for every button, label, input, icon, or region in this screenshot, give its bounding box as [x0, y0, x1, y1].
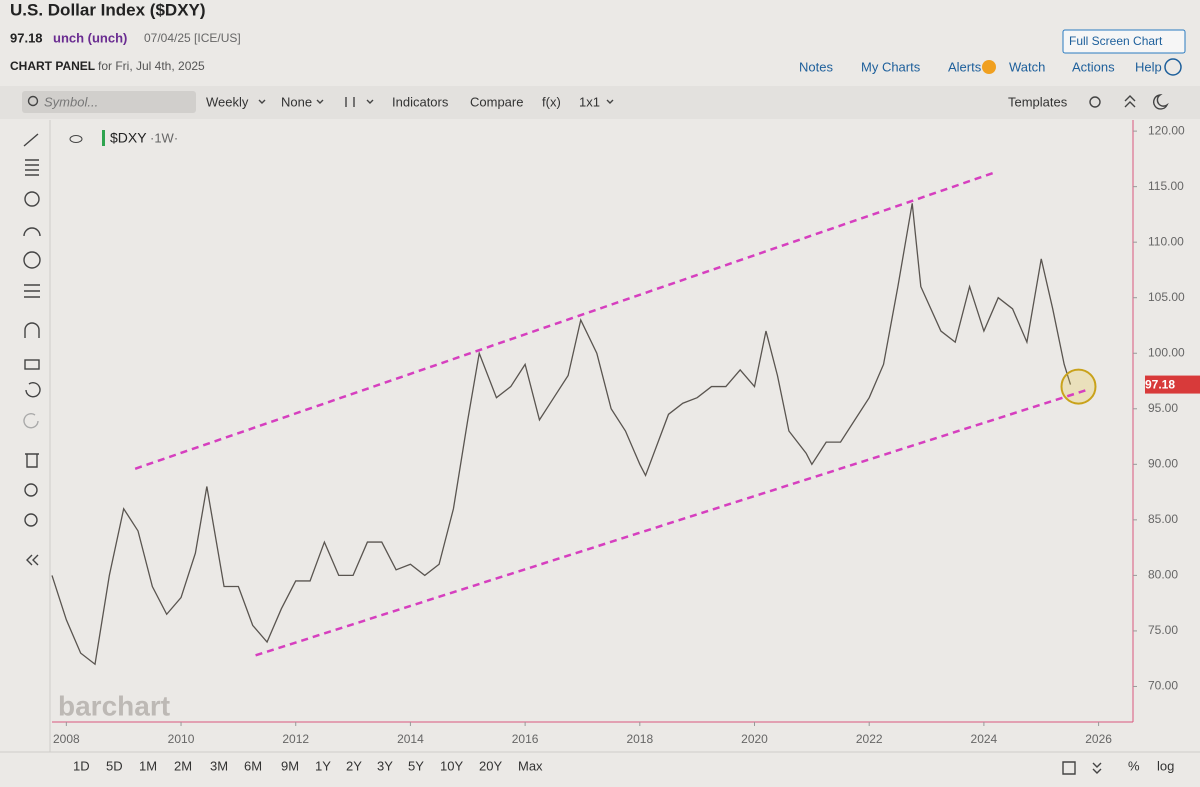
- y-tick-label: 95.00: [1148, 401, 1178, 415]
- x-tick-label: 2010: [168, 732, 195, 746]
- header-link[interactable]: Notes: [799, 59, 833, 74]
- shape-tool[interactable]: [24, 191, 40, 207]
- x-tick-label: 2022: [856, 732, 883, 746]
- alerts-badge: [982, 60, 996, 74]
- layout[interactable]: 1x1: [579, 94, 600, 109]
- legend-interval: ·1W·: [150, 130, 178, 145]
- range-button[interactable]: 2M: [174, 758, 192, 773]
- search-icon: [27, 95, 39, 107]
- help-icon[interactable]: [1164, 58, 1182, 76]
- calendar-icon[interactable]: [1062, 761, 1076, 775]
- legend-swatch: [102, 130, 105, 146]
- symbol-placeholder[interactable]: Symbol...: [44, 94, 98, 109]
- date-exchange: 07/04/25 [ICE/US]: [144, 31, 241, 45]
- compare[interactable]: Compare: [470, 94, 523, 109]
- price: 97.18: [10, 30, 43, 45]
- x-tick-label: 2012: [282, 732, 309, 746]
- price-line: [51, 203, 1072, 666]
- y-tick-label: 100.00: [1148, 345, 1185, 359]
- settings-icon[interactable]: [1089, 96, 1101, 108]
- collapse-sidebar[interactable]: [26, 554, 39, 566]
- scale-option[interactable]: %: [1128, 758, 1140, 773]
- range-button[interactable]: 5Y: [408, 758, 424, 773]
- y-tick-label: 70.00: [1148, 679, 1178, 693]
- channel-line: [255, 388, 1088, 657]
- delete[interactable]: [25, 453, 39, 468]
- interval[interactable]: Weekly: [206, 94, 249, 109]
- header-link[interactable]: Watch: [1009, 59, 1045, 74]
- y-tick-label: 80.00: [1148, 568, 1178, 582]
- range-button[interactable]: 1M: [139, 758, 157, 773]
- plot-area: [52, 120, 1133, 722]
- range-button[interactable]: 9M: [281, 758, 299, 773]
- range-button[interactable]: 1Y: [315, 758, 331, 773]
- change: unch (unch): [53, 30, 127, 45]
- y-tick-label: 90.00: [1148, 456, 1178, 470]
- x-tick-label: 2024: [971, 732, 998, 746]
- title: U.S. Dollar Index ($DXY): [10, 0, 206, 19]
- x-tick-label: 2020: [741, 732, 768, 746]
- header-link[interactable]: Actions: [1072, 59, 1115, 74]
- range-button[interactable]: 5D: [106, 758, 123, 773]
- fx[interactable]: f(x): [542, 94, 561, 109]
- none-select[interactable]: None: [281, 94, 312, 109]
- highlight-circle: [1060, 368, 1097, 405]
- y-tick-label: 110.00: [1148, 234, 1184, 248]
- lock-tool[interactable]: [24, 359, 40, 370]
- indicators[interactable]: Indicators: [392, 94, 449, 109]
- header-link[interactable]: Help: [1135, 59, 1162, 74]
- last-price-box: [1145, 375, 1200, 394]
- fib-tool[interactable]: [23, 227, 41, 237]
- scale-option[interactable]: log: [1157, 758, 1174, 773]
- y-tick-label: 75.00: [1148, 623, 1178, 637]
- last-price-label: 97.18: [1145, 378, 1175, 392]
- x-tick-label: 2016: [512, 732, 539, 746]
- legend-eye[interactable]: [69, 135, 83, 143]
- header-link[interactable]: Alerts: [948, 59, 982, 74]
- panel-label: CHART PANEL: [10, 59, 95, 73]
- theme-icon[interactable]: [1152, 94, 1169, 110]
- x-tick-label: 2008: [53, 732, 80, 746]
- y-tick-label: 115.00: [1148, 179, 1184, 193]
- templates[interactable]: Templates: [1008, 94, 1068, 109]
- range-button[interactable]: 3Y: [377, 758, 393, 773]
- draw-tools[interactable]: [23, 133, 39, 176]
- zoom-in[interactable]: [24, 483, 38, 497]
- range-button[interactable]: 2Y: [346, 758, 362, 773]
- range-button[interactable]: 1D: [73, 758, 90, 773]
- range-button[interactable]: 10Y: [440, 758, 463, 773]
- symbol-input[interactable]: [22, 91, 196, 113]
- y-tick-label: 120.00: [1148, 123, 1185, 137]
- magnet-tool[interactable]: [24, 322, 40, 338]
- y-tick-label: 85.00: [1148, 512, 1178, 526]
- panel-date: for Fri, Jul 4th, 2025: [98, 59, 205, 73]
- range-button[interactable]: 6M: [244, 758, 262, 773]
- header-link[interactable]: My Charts: [861, 59, 921, 74]
- y-tick-label: 105.00: [1148, 290, 1185, 304]
- range-button[interactable]: Max: [518, 758, 543, 773]
- full-screen-label[interactable]: Full Screen Chart: [1069, 34, 1163, 48]
- range-button[interactable]: 3M: [210, 758, 228, 773]
- expand-icon[interactable]: [1092, 762, 1102, 774]
- collapse-icon[interactable]: [1124, 95, 1136, 108]
- chart-type-icon[interactable]: [345, 97, 355, 107]
- full-screen-button[interactable]: [1062, 29, 1186, 54]
- watermark: barchart: [58, 690, 170, 721]
- redo[interactable]: [23, 413, 39, 429]
- x-tick-label: 2014: [397, 732, 424, 746]
- toolbar: [0, 86, 1200, 119]
- x-tick-label: 2026: [1085, 732, 1112, 746]
- undo[interactable]: [25, 382, 41, 398]
- legend-name: $DXY: [110, 130, 147, 146]
- measure-tool[interactable]: [24, 284, 40, 298]
- channel-line: [134, 171, 996, 470]
- range-button[interactable]: 20Y: [479, 758, 502, 773]
- count-tool[interactable]: [23, 251, 41, 269]
- dropdown-arrows: [258, 99, 614, 104]
- tool-sidebar: [23, 133, 41, 566]
- x-tick-label: 2018: [626, 732, 653, 746]
- zoom-out[interactable]: [24, 513, 38, 527]
